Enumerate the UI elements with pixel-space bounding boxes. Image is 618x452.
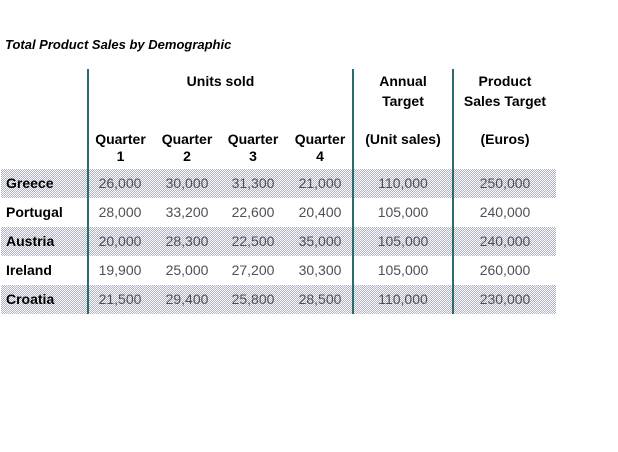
- header-product-sales-target-line2: Sales Target: [463, 93, 547, 109]
- cell-q3: 27,200: [231, 262, 275, 278]
- cell-q2: 30,000: [165, 175, 209, 191]
- cell-q3: 22,500: [231, 233, 275, 249]
- table-row-greece: Greece 26,000 30,000 31,300 21,000 110,0…: [0, 169, 618, 198]
- row-label: Greece: [6, 175, 54, 191]
- cell-q1: 20,000: [98, 233, 142, 249]
- cell-product-sales-target: 260,000: [479, 262, 531, 278]
- table-row-croatia: Croatia 21,500 29,400 25,800 28,500 110,…: [0, 285, 618, 314]
- header-quarter-1: Quarter 1: [87, 131, 154, 165]
- header-annual-target-line1: Annual: [379, 73, 427, 89]
- cell-q1: 26,000: [98, 175, 142, 191]
- page-title: Total Product Sales by Demographic: [5, 37, 232, 52]
- row-label: Portugal: [6, 204, 63, 220]
- header-quarter-1-number: 1: [116, 148, 125, 164]
- cell-q4: 28,500: [298, 291, 342, 307]
- cell-q4: 20,400: [298, 204, 342, 220]
- header-quarter-3: Quarter 3: [220, 131, 286, 165]
- header-quarter-4: Quarter 4: [287, 131, 353, 165]
- header-quarter-2: Quarter 2: [154, 131, 220, 165]
- table-row-portugal: Portugal 28,000 33,200 22,600 20,400 105…: [0, 198, 618, 227]
- cell-annual-target: 105,000: [377, 262, 429, 278]
- column-divider-annual-target: [352, 69, 354, 314]
- cell-annual-target: 110,000: [378, 291, 428, 307]
- column-divider-labels: [87, 69, 89, 314]
- cell-q3: 25,800: [231, 291, 275, 307]
- cell-q1: 19,900: [98, 262, 142, 278]
- header-units-sold: Units sold: [186, 73, 255, 89]
- header-annual-target: Annual Target: [354, 71, 452, 111]
- table-row-austria: Austria 20,000 28,300 22,500 35,000 105,…: [0, 227, 618, 256]
- header-quarter-3-word: Quarter: [227, 131, 279, 147]
- header-quarter-2-word: Quarter: [161, 131, 213, 147]
- cell-product-sales-target: 230,000: [479, 291, 531, 307]
- header-quarter-2-number: 2: [183, 148, 191, 164]
- cell-q2: 29,400: [165, 291, 209, 307]
- header-product-sales-target-line1: Product: [478, 73, 532, 89]
- cell-q3: 31,300: [231, 175, 275, 191]
- cell-q4: 30,300: [298, 262, 342, 278]
- row-label: Ireland: [6, 262, 52, 278]
- cell-q1: 28,000: [98, 204, 142, 220]
- header-quarter-3-number: 3: [249, 148, 257, 164]
- cell-annual-target: 105,000: [377, 233, 429, 249]
- header-quarter-4-number: 4: [316, 148, 324, 164]
- cell-q1: 21,500: [98, 291, 142, 307]
- column-divider-product-sales-target: [452, 69, 454, 314]
- header-unit-sales: (Unit sales): [365, 131, 441, 147]
- cell-product-sales-target: 240,000: [479, 204, 531, 220]
- cell-q2: 25,000: [165, 262, 209, 278]
- cell-product-sales-target: 250,000: [479, 175, 531, 191]
- cell-q4: 21,000: [298, 175, 342, 191]
- cell-q2: 28,300: [165, 233, 209, 249]
- cell-q2: 33,200: [165, 204, 209, 220]
- table-body: Greece 26,000 30,000 31,300 21,000 110,0…: [0, 169, 618, 314]
- row-label: Croatia: [6, 291, 55, 307]
- cell-q3: 22,600: [231, 204, 275, 220]
- table-row-ireland: Ireland 19,900 25,000 27,200 30,300 105,…: [0, 256, 618, 285]
- header-quarter-1-word: Quarter: [95, 131, 146, 147]
- cell-annual-target: 105,000: [377, 204, 429, 220]
- header-annual-target-line2: Target: [382, 93, 424, 109]
- cell-q4: 35,000: [298, 233, 342, 249]
- row-label: Austria: [6, 233, 55, 249]
- header-quarter-4-word: Quarter: [294, 131, 346, 147]
- header-product-sales-target: Product Sales Target: [454, 71, 556, 111]
- cell-product-sales-target: 240,000: [479, 233, 531, 249]
- header-euros: (Euros): [480, 131, 530, 147]
- cell-annual-target: 110,000: [378, 175, 428, 191]
